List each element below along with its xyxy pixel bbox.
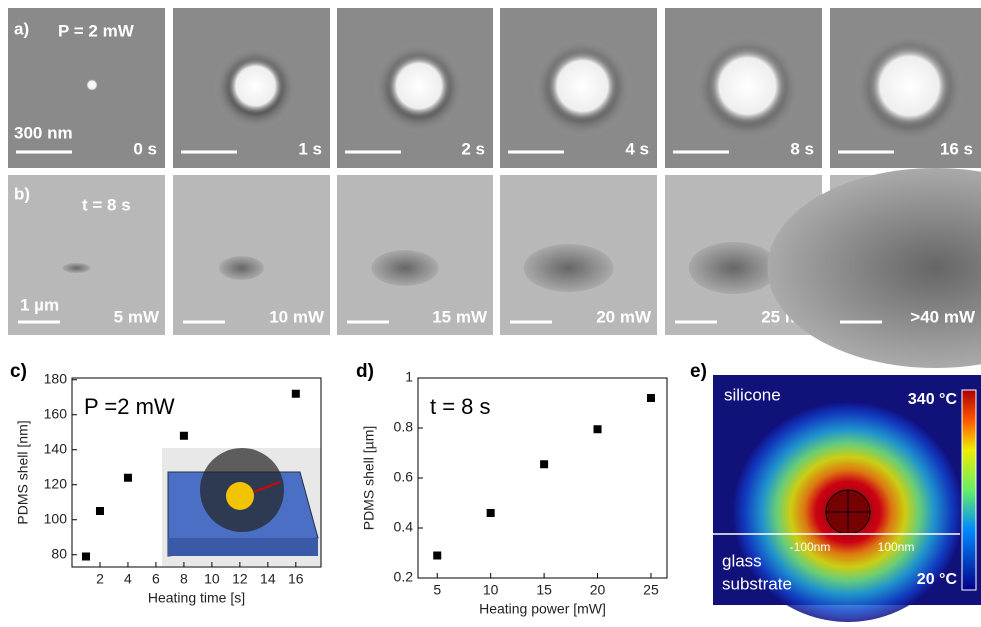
x-tick-label: 15: [536, 582, 552, 598]
point: [96, 507, 104, 515]
panel-label: d): [356, 361, 374, 382]
axis-label: 100nm: [878, 540, 915, 554]
dome: [689, 242, 779, 294]
dome: [371, 250, 438, 286]
y-tick-label: 120: [44, 475, 68, 491]
x-tick-label: 4: [124, 571, 132, 587]
figure: 0 s 1 s 2 s 4 s 8 s 16 s 5 mW 10 mW 15 mW 20 mW 2…: [0, 0, 981, 622]
point: [487, 509, 495, 517]
dome: [63, 263, 91, 273]
scale-label: 300 nm: [14, 123, 73, 142]
x-tick-label: 10: [483, 582, 499, 598]
point: [433, 552, 441, 560]
particle: [868, 44, 952, 128]
colorbar-max: 340 °C: [908, 391, 958, 408]
x-tick-label: 20: [590, 582, 606, 598]
panel-label: e): [690, 361, 707, 382]
y-tick-label: 140: [44, 440, 68, 456]
x-tick-label: 5: [433, 582, 441, 598]
particle: [708, 46, 788, 126]
x-tick-label: 10: [204, 571, 220, 587]
condition: P = 2 mW: [58, 21, 135, 40]
colorbar-min: 20 °C: [917, 571, 958, 588]
panel-label: c): [10, 361, 27, 382]
panel-label: a): [14, 19, 29, 38]
y-tick-label: 80: [51, 545, 67, 561]
y-tick-label: 0.8: [394, 419, 414, 435]
power-label: 15 mW: [432, 307, 488, 326]
point: [594, 425, 602, 433]
region-label: glass: [722, 551, 762, 570]
y-axis-label: PDMS shell [µm]: [361, 426, 377, 531]
x-tick-label: 6: [152, 571, 160, 587]
time-label: 4 s: [625, 139, 649, 158]
power-label: 20 mW: [596, 307, 652, 326]
point: [292, 390, 300, 398]
condition: t = 8 s: [82, 195, 131, 214]
x-tick-label: 2: [96, 571, 104, 587]
power-label: 5 mW: [114, 307, 160, 326]
annotation: P =2 mW: [84, 394, 175, 419]
x-tick-label: 14: [260, 571, 276, 587]
y-tick-label: 1: [405, 369, 413, 385]
dome: [524, 244, 614, 292]
particle: [547, 50, 619, 122]
x-axis-label: Heating time [s]: [148, 590, 245, 606]
y-axis-label: PDMS shell [nm]: [15, 420, 31, 524]
axis-label: -100nm: [790, 540, 831, 554]
sem-row-a: 0 s 1 s 2 s 4 s 8 s 16 s: [8, 8, 981, 168]
point: [540, 460, 548, 468]
time-label: 16 s: [940, 139, 973, 158]
time-label: 1 s: [298, 139, 322, 158]
power-label: 10 mW: [269, 307, 325, 326]
panel-label: b): [14, 184, 30, 203]
y-tick-label: 0.4: [394, 519, 414, 535]
y-tick-label: 180: [44, 370, 68, 386]
y-tick-label: 100: [44, 510, 68, 526]
region-label: silicone: [724, 385, 781, 404]
y-tick-label: 0.6: [394, 469, 414, 485]
dome: [219, 256, 264, 280]
time-label: 0 s: [133, 139, 157, 158]
x-tick-label: 25: [643, 582, 659, 598]
x-axis-label: Heating power [mW]: [479, 601, 606, 617]
x-tick-label: 8: [180, 571, 188, 587]
annotation: t = 8 s: [430, 394, 491, 419]
point: [124, 474, 132, 482]
particle: [228, 58, 284, 114]
region-label: substrate: [722, 574, 792, 593]
point: [647, 394, 655, 402]
particle: [387, 54, 451, 118]
x-tick-label: 12: [232, 571, 248, 587]
time-label: 2 s: [461, 139, 485, 158]
point: [82, 553, 90, 561]
y-tick-label: 0.2: [394, 569, 414, 585]
point: [180, 432, 188, 440]
time-label: 8 s: [790, 139, 814, 158]
x-tick-label: 16: [288, 571, 304, 587]
y-tick-label: 160: [44, 405, 68, 421]
page: { "panel_a": {"label": "a)", "condition"…: [0, 0, 981, 622]
power-label: >40 mW: [910, 307, 976, 326]
inset: [162, 448, 321, 566]
particle: [86, 79, 98, 91]
scale-label: 1 µm: [20, 295, 59, 314]
